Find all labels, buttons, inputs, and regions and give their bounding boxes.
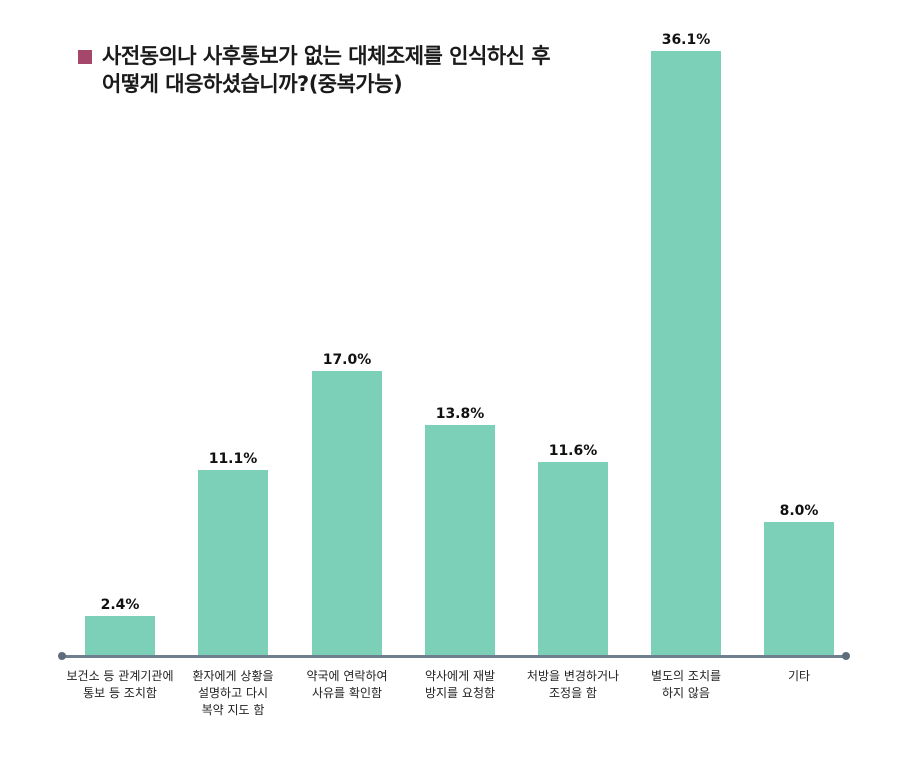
value-label: 17.0% <box>322 352 372 368</box>
bar-2 <box>312 371 382 656</box>
chart-title: 사전동의나 사후통보가 없는 대체조제를 인식하신 후 어떻게 대응하셨습니까?… <box>78 42 551 98</box>
bar-6 <box>764 522 834 656</box>
title-line-1: 사전동의나 사후통보가 없는 대체조제를 인식하신 후 <box>102 44 551 68</box>
bar-0 <box>85 616 155 656</box>
category-label: 약사에게 재발 방지를 요청함 <box>424 669 496 700</box>
bar-5 <box>651 51 721 656</box>
x-axis-line <box>62 655 847 658</box>
value-label: 8.0% <box>779 503 819 519</box>
title-marker-icon <box>78 50 92 64</box>
bar-3 <box>425 425 495 656</box>
bar-4 <box>538 462 608 656</box>
category-label: 처방을 변경하거나 조정을 함 <box>526 669 620 700</box>
category-label: 약국에 연락하여 사유를 확인함 <box>306 669 388 700</box>
category-label: 환자에게 상황을 설명하고 다시 복약 지도 함 <box>192 669 274 717</box>
category-label: 보건소 등 관계기관에 통보 등 조치함 <box>66 669 174 700</box>
bar-1 <box>198 470 268 656</box>
axis-end-dot-icon <box>842 652 850 660</box>
value-label: 36.1% <box>661 32 711 48</box>
value-label: 2.4% <box>100 597 140 613</box>
category-label: 별도의 조치를 하지 않음 <box>650 669 722 700</box>
value-label: 11.6% <box>548 443 598 459</box>
value-label: 13.8% <box>435 406 485 422</box>
axis-start-dot-icon <box>58 652 66 660</box>
category-label: 기타 <box>787 669 811 683</box>
title-line-2: 어떻게 대응하셨습니까?(중복가능) <box>102 72 403 96</box>
value-label: 11.1% <box>208 451 258 467</box>
